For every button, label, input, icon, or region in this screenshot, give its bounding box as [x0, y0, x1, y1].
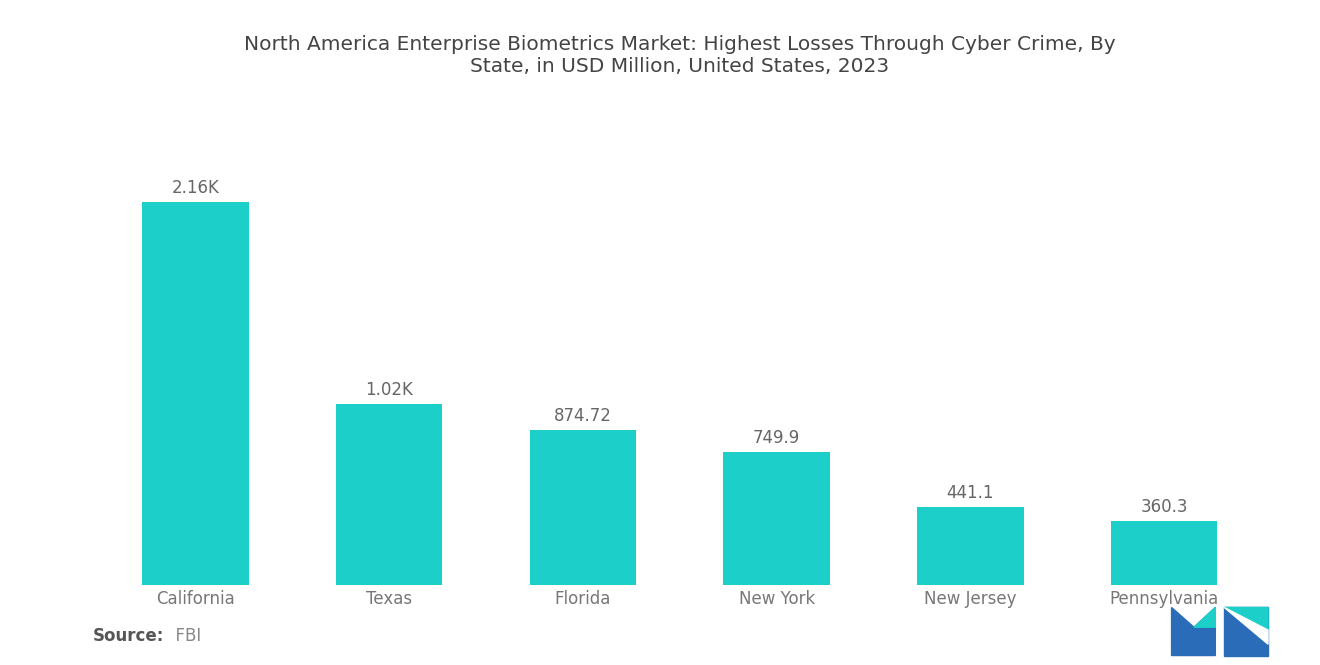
- Title: North America Enterprise Biometrics Market: Highest Losses Through Cyber Crime, : North America Enterprise Biometrics Mark…: [244, 35, 1115, 76]
- Text: Source:: Source:: [92, 627, 164, 645]
- Text: 874.72: 874.72: [554, 407, 612, 425]
- Text: 1.02K: 1.02K: [366, 381, 413, 399]
- Text: 441.1: 441.1: [946, 483, 994, 501]
- Text: 2.16K: 2.16K: [172, 179, 219, 197]
- Text: 749.9: 749.9: [752, 429, 800, 447]
- Text: FBI: FBI: [165, 627, 201, 645]
- Polygon shape: [1225, 608, 1269, 656]
- Bar: [529, 430, 636, 585]
- Bar: [1111, 521, 1217, 585]
- Bar: [335, 404, 442, 585]
- Polygon shape: [1225, 608, 1269, 630]
- Bar: [143, 202, 248, 585]
- Polygon shape: [1195, 608, 1216, 627]
- Bar: [917, 507, 1024, 585]
- Text: 360.3: 360.3: [1140, 498, 1188, 516]
- Bar: [723, 452, 830, 585]
- Polygon shape: [1172, 608, 1216, 656]
- Polygon shape: [1225, 608, 1269, 644]
